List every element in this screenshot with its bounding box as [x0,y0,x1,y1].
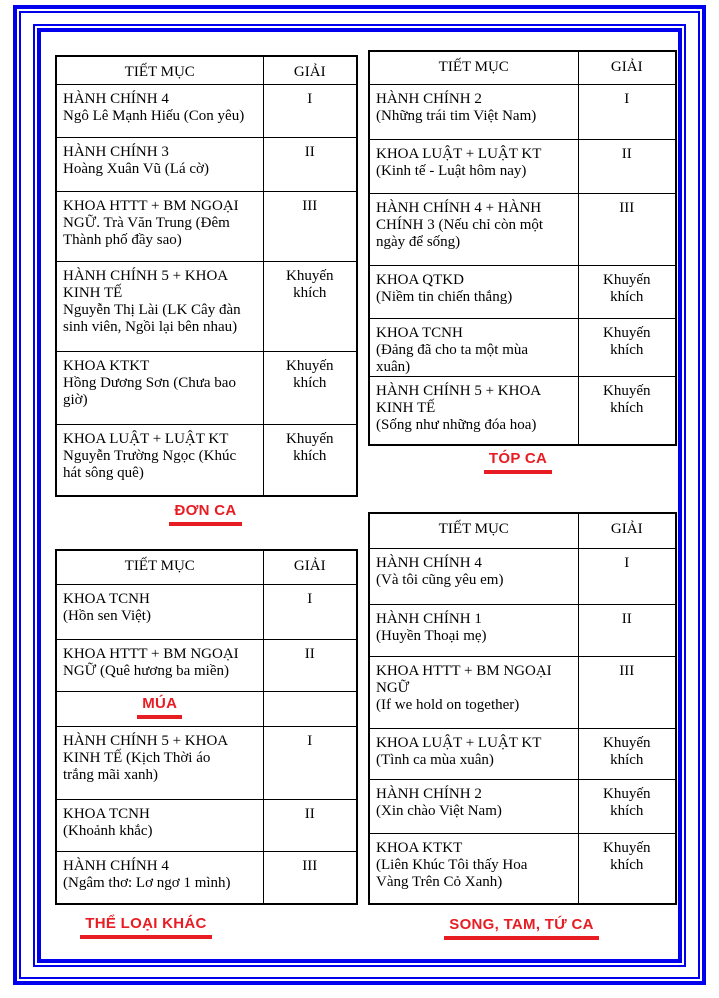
category-caption-mua: MÚA [55,690,264,727]
entry-cell: KHOA TCNH (Đảng đã cho ta một mùa xuân) [368,317,579,377]
col-header-tiet-muc: TIẾT MỤC [368,512,579,549]
prize-cell: Khuyến khích [577,264,677,319]
entry-cell: HÀNH CHÍNH 4 + HÀNH CHÍNH 3 (Nếu chỉ còn… [368,192,579,266]
entry-cell: HÀNH CHÍNH 1 (Huyền Thoại mẹ) [368,603,579,657]
entry-cell: HÀNH CHÍNH 4 (Ngâm thơ: Lơ ngơ 1 mình) [55,850,264,905]
category-caption-don-ca: ĐƠN CA [55,503,356,526]
prize-cell: Khuyến khích [262,423,358,497]
entry-cell: HÀNH CHÍNH 4 Ngô Lê Mạnh Hiếu (Con yêu) [55,83,264,138]
table-row: HÀNH CHÍNH 4 Ngô Lê Mạnh Hiếu (Con yêu) … [55,83,358,138]
prize-cell: II [262,638,358,692]
prize-cell: I [577,83,677,140]
table-row: KHOA TCNH (Khoảnh khắc) II [55,798,358,852]
table-row: KHOA LUẬT + LUẬT KT Nguyễn Trường Ngọc (… [55,423,358,497]
category-label: TÓP CA [483,451,553,474]
prize-cell: III [577,655,677,729]
table-header-row: TIẾT MỤC GIẢI [55,549,358,585]
prize-cell: Khuyến khích [577,778,677,834]
col-header-tiet-muc: TIẾT MỤC [368,50,579,85]
prize-cell: Khuyến khích [262,350,358,425]
table-mua-the-loai-khac: TIẾT MỤC GIẢI KHOA TCNH (Hồn sen Việt) I… [55,549,358,905]
prize-cell: Khuyến khích [577,832,677,905]
table-don-ca: TIẾT MỤC GIẢI HÀNH CHÍNH 4 Ngô Lê Mạnh H… [55,55,358,497]
entry-cell: KHOA LUẬT + LUẬT KT Nguyễn Trường Ngọc (… [55,423,264,497]
category-label: ĐƠN CA [169,503,242,526]
table-row: KHOA KTKT (Liên Khúc Tôi thấy Hoa Vàng T… [368,832,677,905]
table-row: KHOA LUẬT + LUẬT KT (Tình ca mùa xuân) K… [368,727,677,780]
entry-cell: HÀNH CHÍNH 5 + KHOA KINH TẾ (Kịch Thời á… [55,725,264,800]
entry-cell: KHOA LUẬT + LUẬT KT (Kinh tế - Luật hôm … [368,138,579,194]
table-row: HÀNH CHÍNH 4 + HÀNH CHÍNH 3 (Nếu chỉ còn… [368,192,677,266]
entry-cell: KHOA HTTT + BM NGOẠI NGỮ. Trà Văn Trung … [55,190,264,262]
table-header-row: TIẾT MỤC GIẢI [368,50,677,85]
table-row: KHOA HTTT + BM NGOẠI NGỮ. Trà Văn Trung … [55,190,358,262]
table-row: KHOA LUẬT + LUẬT KT (Kinh tế - Luật hôm … [368,138,677,194]
col-header-tiet-muc: TIẾT MỤC [55,55,264,85]
prize-cell: Khuyến khích [262,260,358,352]
category-label: SONG, TAM, TỨ CA [444,917,599,940]
table-row: HÀNH CHÍNH 4 (Ngâm thơ: Lơ ngơ 1 mình) I… [55,850,358,905]
prize-cell: Khuyến khích [577,317,677,377]
prize-cell: III [262,190,358,262]
table-row: KHOA TCNH (Hồn sen Việt) I [55,583,358,640]
prize-cell: II [577,138,677,194]
prize-cell: II [577,603,677,657]
prize-cell: II [262,136,358,192]
prize-cell: Khuyến khích [577,727,677,780]
table-row: HÀNH CHÍNH 2 (Xin chào Việt Nam) Khuyến … [368,778,677,834]
prize-cell: II [262,798,358,852]
prize-cell: Khuyến khích [577,375,677,446]
entry-cell: HÀNH CHÍNH 3 Hoàng Xuân Vũ (Lá cờ) [55,136,264,192]
table-row: KHOA TCNH (Đảng đã cho ta một mùa xuân) … [368,317,677,377]
entry-cell: KHOA KTKT (Liên Khúc Tôi thấy Hoa Vàng T… [368,832,579,905]
col-header-giai: GIẢI [577,512,677,549]
table-row: KHOA HTTT + BM NGOẠI NGỮ (If we hold on … [368,655,677,729]
table-row: KHOA HTTT + BM NGOẠI NGỮ (Quê hương ba m… [55,638,358,692]
entry-cell: HÀNH CHÍNH 2 (Những trái tim Việt Nam) [368,83,579,140]
table-header-row: TIẾT MỤC GIẢI [55,55,358,85]
table-row: HÀNH CHÍNH 5 + KHOA KINH TẾ (Kịch Thời á… [55,725,358,800]
prize-cell: III [262,850,358,905]
table-row: HÀNH CHÍNH 4 (Và tôi cũng yêu em) I [368,547,677,605]
table-row: HÀNH CHÍNH 1 (Huyền Thoại mẹ) II [368,603,677,657]
entry-cell: KHOA KTKT Hồng Dương Sơn (Chưa bao giờ) [55,350,264,425]
table-row: HÀNH CHÍNH 5 + KHOA KINH TẾ (Sống như nh… [368,375,677,446]
entry-cell: KHOA TCNH (Hồn sen Việt) [55,583,264,640]
prize-cell: III [577,192,677,266]
table-row: KHOA KTKT Hồng Dương Sơn (Chưa bao giờ) … [55,350,358,425]
entry-cell: HÀNH CHÍNH 4 (Và tôi cũng yêu em) [368,547,579,605]
prize-cell: I [577,547,677,605]
table-row-category: MÚA [55,690,358,727]
category-caption-top-ca: TÓP CA [368,451,668,474]
prize-cell: I [262,583,358,640]
prize-cell: I [262,83,358,138]
table-row: KHOA QTKD (Niềm tin chiến thắng) Khuyến … [368,264,677,319]
col-header-giai: GIẢI [262,55,358,85]
entry-cell: KHOA QTKD (Niềm tin chiến thắng) [368,264,579,319]
table-row: HÀNH CHÍNH 3 Hoàng Xuân Vũ (Lá cờ) II [55,136,358,192]
table-row: HÀNH CHÍNH 2 (Những trái tim Việt Nam) I [368,83,677,140]
col-header-giai: GIẢI [577,50,677,85]
prize-cell-empty [262,690,358,727]
col-header-giai: GIẢI [262,549,358,585]
entry-cell: KHOA TCNH (Khoảnh khắc) [55,798,264,852]
table-top-ca: TIẾT MỤC GIẢI HÀNH CHÍNH 2 (Những trái t… [368,50,677,446]
entry-cell: KHOA LUẬT + LUẬT KT (Tình ca mùa xuân) [368,727,579,780]
prize-cell: I [262,725,358,800]
table-header-row: TIẾT MỤC GIẢI [368,512,677,549]
table-row: HÀNH CHÍNH 5 + KHOA KINH TẾ Nguyễn Thị L… [55,260,358,352]
table-song-tam-tu-ca: TIẾT MỤC GIẢI HÀNH CHÍNH 4 (Và tôi cũng … [368,512,677,905]
entry-cell: KHOA HTTT + BM NGOẠI NGỮ (Quê hương ba m… [55,638,264,692]
category-label: THỂ LOẠI KHÁC [80,916,212,939]
category-caption-the-loai-khac: THỂ LOẠI KHÁC [55,916,237,939]
entry-cell: HÀNH CHÍNH 5 + KHOA KINH TẾ (Sống như nh… [368,375,579,446]
category-label: MÚA [137,695,183,719]
col-header-tiet-muc: TIẾT MỤC [55,549,264,585]
entry-cell: KHOA HTTT + BM NGOẠI NGỮ (If we hold on … [368,655,579,729]
entry-cell: HÀNH CHÍNH 2 (Xin chào Việt Nam) [368,778,579,834]
entry-cell: HÀNH CHÍNH 5 + KHOA KINH TẾ Nguyễn Thị L… [55,260,264,352]
category-caption-song-tam-tu-ca: SONG, TAM, TỨ CA [368,917,675,940]
